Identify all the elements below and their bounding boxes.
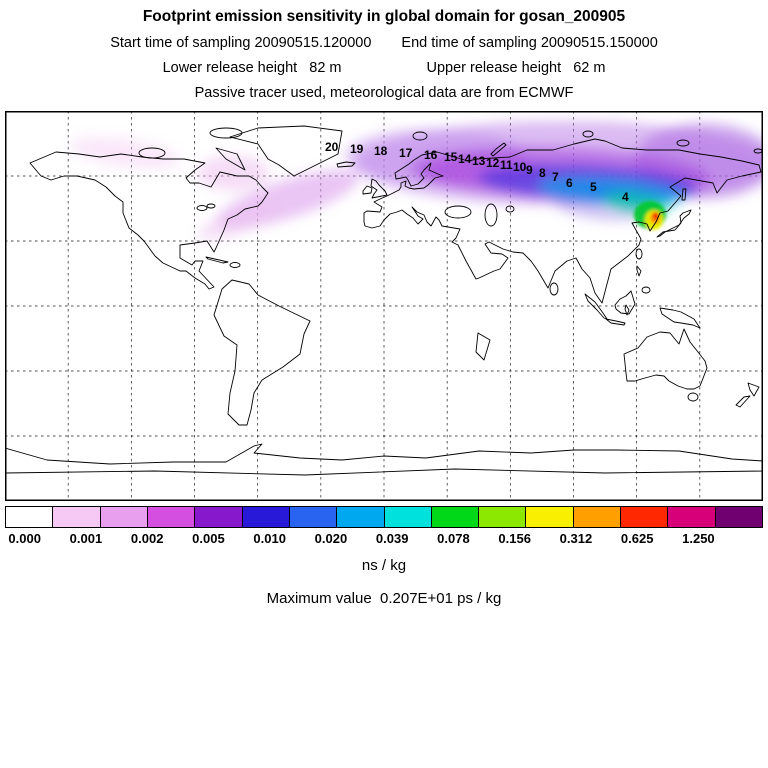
- colorbar-tick-label: 0.001: [69, 531, 103, 546]
- trajectory-hour-label: 9: [526, 163, 533, 177]
- colorbar-segment: [478, 507, 526, 527]
- colorbar-segment: [572, 507, 621, 527]
- trajectory-hour-label: 20: [325, 140, 339, 154]
- colorbar-segment: [146, 507, 195, 527]
- upper-release-label: Upper release height 62 m: [426, 60, 606, 76]
- colorbar-segment: [667, 507, 715, 527]
- colorbar-tick-label: 0.000: [8, 531, 41, 546]
- colorbar-segment: [99, 507, 147, 527]
- start-time-label: Start time of sampling 20090515.120000: [110, 35, 372, 51]
- colorbar-segment: [383, 507, 431, 527]
- colorbar-segment: [336, 507, 384, 527]
- colorbar-tick-label: 0.002: [130, 531, 164, 546]
- trajectory-hour-label: 6: [566, 176, 573, 190]
- trajectory-hour-label: 17: [399, 146, 413, 160]
- end-time-label: End time of sampling 20090515.150000: [401, 35, 658, 51]
- coastlines: [5, 125, 763, 476]
- trajectory-hour-label: 12: [486, 156, 500, 170]
- plot-header: Footprint emission sensitivity in global…: [0, 0, 768, 101]
- colorbar-segment: [525, 507, 573, 527]
- colorbar-segment: [194, 507, 242, 527]
- emission-plume: [70, 121, 762, 241]
- colorbar-tick-labels: 0.000 0.001 0.002 0.005 0.010 0.020 0.039 0.078…: [5, 531, 763, 548]
- colorbar-segment: [620, 507, 668, 527]
- trajectory-hour-labels: 20 19 18 17 16 15 14 13 12 11 10 9 8 7 6 5 4: [325, 140, 629, 204]
- trajectory-hour-label: 18: [374, 144, 388, 158]
- plot-title: Footprint emission sensitivity in global…: [142, 8, 626, 25]
- map-border: [5, 111, 763, 501]
- colorbar-tick-label: 0.005: [192, 531, 225, 546]
- colorbar-tick-label: 0.625: [620, 531, 654, 546]
- colorbar-tick-label: 0.078: [437, 531, 470, 546]
- colorbar-segment: [430, 507, 479, 527]
- colorbar-tick-label: 0.010: [253, 531, 286, 546]
- trajectory-hour-label: 10: [513, 160, 527, 174]
- trajectory-hour-label: 14: [458, 152, 472, 166]
- trajectory-hour-label: 8: [539, 166, 546, 180]
- emission-hotspot: [634, 201, 666, 230]
- trajectory-hour-label: 11: [500, 158, 513, 172]
- colorbar-tick-label: 0.039: [375, 531, 409, 546]
- colorbar-tick-label: 1.250: [682, 531, 715, 546]
- colorbar-tick-label: 0.312: [559, 531, 593, 546]
- colorbar-tick-label: 0.020: [314, 531, 348, 546]
- trajectory-hour-label: 15: [444, 150, 458, 164]
- max-value-label: Maximum value 0.207E+01 ps / kg: [266, 590, 502, 607]
- colorbar-segment: [6, 507, 53, 527]
- trajectory-hour-label: 13: [472, 154, 486, 168]
- trajectory-hour-label: 19: [350, 142, 364, 156]
- colorbar-units-label: ns / kg: [361, 557, 407, 574]
- lower-release-label: Lower release height 82 m: [162, 60, 342, 76]
- trajectory-hour-label: 16: [424, 148, 438, 162]
- tracer-note-label: Passive tracer used, meteorological data…: [194, 85, 574, 101]
- trajectory-hour-label: 4: [622, 190, 629, 204]
- colorbar-segment: [52, 507, 100, 527]
- colorbar: [5, 506, 763, 528]
- world-map: 20 19 18 17 16 15 14 13 12 11 10 9 8 7 6 5 4: [5, 111, 763, 501]
- trajectory-hour-label: 5: [590, 180, 597, 194]
- trajectory-hour-label: 7: [552, 170, 559, 184]
- colorbar-segment: [714, 507, 762, 527]
- colorbar-tick-label: 0.156: [498, 531, 531, 546]
- colorbar-segment: [288, 507, 337, 527]
- colorbar-segment: [241, 507, 289, 527]
